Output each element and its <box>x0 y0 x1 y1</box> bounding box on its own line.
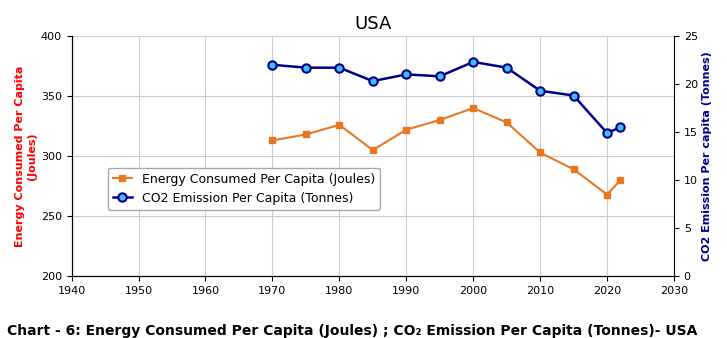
Line: Energy Consumed Per Capita (Joules): Energy Consumed Per Capita (Joules) <box>269 104 624 198</box>
Energy Consumed Per Capita (Joules) <box>369 148 377 152</box>
Energy Consumed Per Capita (Joules) <box>469 106 478 110</box>
CO2 Emission Per Capita (Tonnes) <box>402 72 411 76</box>
Energy Consumed Per Capita (Joules) <box>502 120 511 124</box>
Energy Consumed Per Capita (Joules) <box>302 132 310 137</box>
CO2 Emission Per Capita (Tonnes) <box>502 66 511 70</box>
Energy Consumed Per Capita (Joules) <box>268 139 277 143</box>
Energy Consumed Per Capita (Joules) <box>603 193 611 197</box>
Energy Consumed Per Capita (Joules) <box>402 128 411 132</box>
Energy Consumed Per Capita (Joules) <box>616 178 624 182</box>
CO2 Emission Per Capita (Tonnes) <box>369 79 377 83</box>
Text: Chart - 6: Energy Consumed Per Capita (Joules) ; CO₂ Emission Per Capita (Tonnes: Chart - 6: Energy Consumed Per Capita (J… <box>7 324 698 338</box>
CO2 Emission Per Capita (Tonnes) <box>302 66 310 70</box>
CO2 Emission Per Capita (Tonnes) <box>569 94 578 98</box>
Legend: Energy Consumed Per Capita (Joules), CO2 Emission Per Capita (Tonnes): Energy Consumed Per Capita (Joules), CO2… <box>108 168 380 210</box>
CO2 Emission Per Capita (Tonnes) <box>268 63 277 67</box>
CO2 Emission Per Capita (Tonnes) <box>616 125 624 129</box>
CO2 Emission Per Capita (Tonnes) <box>469 60 478 64</box>
Title: USA: USA <box>354 15 391 33</box>
Line: CO2 Emission Per Capita (Tonnes): CO2 Emission Per Capita (Tonnes) <box>268 58 624 137</box>
Energy Consumed Per Capita (Joules) <box>335 123 344 127</box>
Energy Consumed Per Capita (Joules) <box>435 118 444 122</box>
Y-axis label: Energy Consumed Per Capita
(Joules): Energy Consumed Per Capita (Joules) <box>15 66 36 247</box>
CO2 Emission Per Capita (Tonnes) <box>603 131 611 135</box>
CO2 Emission Per Capita (Tonnes) <box>335 66 344 70</box>
CO2 Emission Per Capita (Tonnes) <box>435 74 444 78</box>
Energy Consumed Per Capita (Joules) <box>536 150 545 154</box>
CO2 Emission Per Capita (Tonnes) <box>536 89 545 93</box>
Y-axis label: CO2 Emission Per capita (Tonnes): CO2 Emission Per capita (Tonnes) <box>702 51 712 261</box>
Energy Consumed Per Capita (Joules) <box>569 167 578 171</box>
